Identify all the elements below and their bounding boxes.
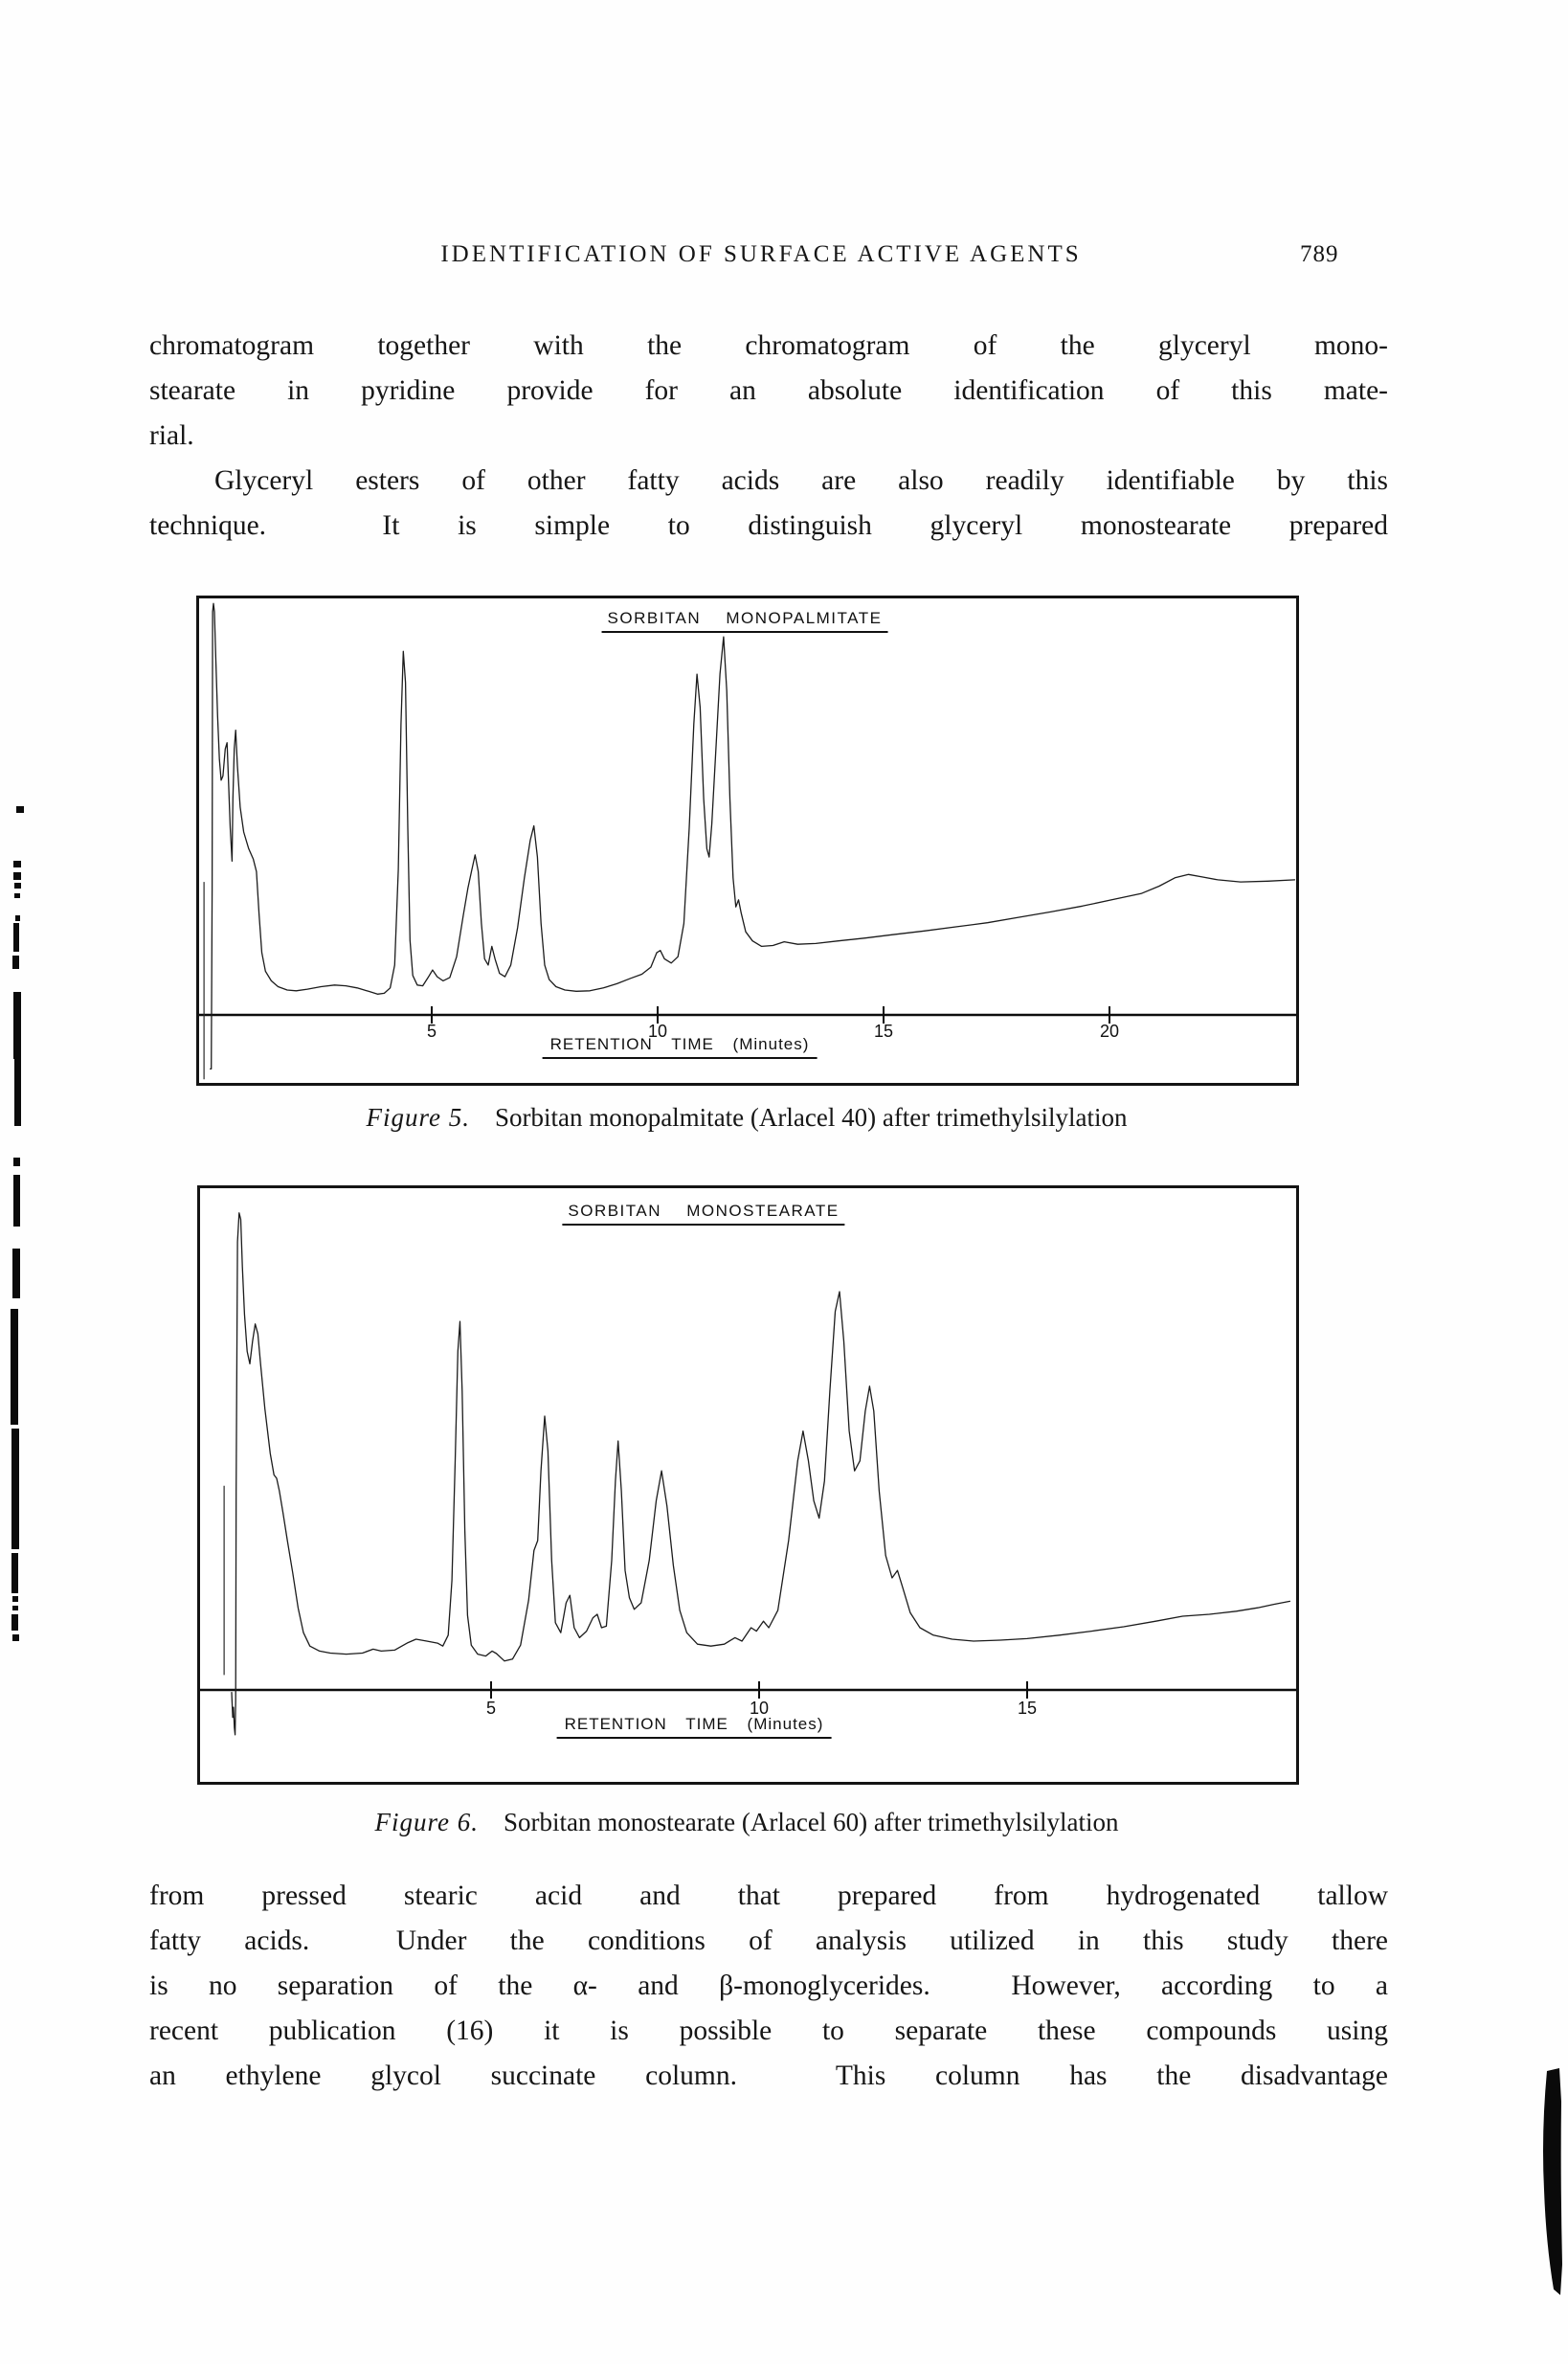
text-line: is no separation of the α- and β-monogly… (149, 1970, 1388, 2001)
running-head-title: IDENTIFICATION OF SURFACE ACTIVE AGENTS (440, 241, 1082, 267)
chromatogram-trace (231, 1212, 1291, 1736)
figure-5-caption-label: Figure 5. (366, 1103, 470, 1132)
scan-artifact (12, 1634, 19, 1641)
scan-artifact (13, 923, 19, 952)
scan-artifact (12, 1606, 18, 1610)
figure-5-plot-svg: 5 10 15 20 (199, 602, 1296, 1080)
scan-artifact (11, 1553, 18, 1593)
scan-artifact (13, 872, 21, 880)
scan-artifact (14, 883, 21, 889)
x-axis-tick-label: 15 (1018, 1699, 1037, 1718)
scan-artifact (11, 1429, 19, 1549)
scan-artifact (12, 956, 19, 969)
text-line: technique. It is simple to distinguish g… (149, 510, 1388, 541)
page-number: 789 (1300, 241, 1339, 267)
text-line: chromatogram together with the chromatog… (149, 330, 1388, 361)
text-line: fatty acids. Under the conditions of ana… (149, 1925, 1388, 1956)
scan-artifact (16, 806, 24, 813)
paragraph-top: chromatogram together with the chromatog… (149, 324, 1388, 549)
scan-artifact (14, 1059, 21, 1126)
x-axis-tick-label: 10 (648, 1022, 667, 1041)
figure-5-plot: 5 10 15 20 (199, 598, 1296, 1088)
figure-6-chromatogram: SORBITAN MONOSTEARATE 5 10 15 RETENTION TI… (197, 1185, 1299, 1785)
scan-artifact (11, 1309, 18, 1425)
figure-5-chromatogram: SORBITAN MONOPALMITATE 5 10 15 20 RETENTION… (196, 596, 1299, 1086)
figure-5-x-axis-label: RETENTION TIME (Minutes) (542, 1035, 818, 1059)
text-line: recent publication (16) it is possible t… (149, 2015, 1388, 2046)
scan-artifact (12, 1596, 18, 1602)
scan-artifact (14, 893, 20, 898)
scan-artifact (13, 1175, 20, 1227)
x-axis-tick-label: 15 (874, 1022, 893, 1041)
paragraph-bottom: from pressed stearic acid and that prepa… (149, 1874, 1388, 2099)
figure-6-caption-label: Figure 6. (374, 1808, 479, 1836)
text-line: Glyceryl esters of other fatty acids are… (214, 465, 1388, 496)
scan-artifact (15, 915, 20, 921)
figure-6-plot-svg: 5 10 15 (200, 1212, 1296, 1736)
x-axis-tick-label: 10 (750, 1699, 769, 1718)
scan-artifact (12, 1249, 20, 1298)
figure-6-plot: 5 10 15 (200, 1188, 1296, 1787)
x-axis-tick-label: 5 (427, 1022, 437, 1041)
figure-6-caption: Figure 6. Sorbitan monostearate (Arlacel … (196, 1808, 1297, 1837)
ink-blob-artifact (1543, 2068, 1562, 2295)
figure-5-caption: Figure 5. Sorbitan monopalmitate (Arlacel… (196, 1103, 1297, 1133)
x-axis-tick-label: 20 (1100, 1022, 1119, 1041)
scan-artifact (13, 1158, 20, 1166)
text-line: from pressed stearic acid and that prepa… (149, 1880, 1388, 1911)
scan-artifact (11, 1614, 18, 1631)
scan-artifact (13, 861, 21, 867)
figure-6-caption-text: Sorbitan monostearate (Arlacel 60) after… (503, 1808, 1119, 1836)
text-line: stearate in pyridine provide for an abso… (149, 375, 1388, 406)
figure-5-caption-text: Sorbitan monopalmitate (Arlacel 40) afte… (494, 1103, 1128, 1132)
scan-artifact (13, 992, 21, 1059)
x-axis-tick-label: 5 (486, 1699, 496, 1718)
figure-5-title: SORBITAN MONOPALMITATE (601, 609, 888, 633)
text-line: rial. (149, 420, 194, 451)
figure-6-title: SORBITAN MONOSTEARATE (562, 1202, 845, 1226)
chromatogram-trace (210, 602, 1296, 1070)
figure-6-x-axis-label: RETENTION TIME (Minutes) (556, 1715, 832, 1739)
text-line: an ethylene glycol succinate column. Thi… (149, 2060, 1388, 2091)
